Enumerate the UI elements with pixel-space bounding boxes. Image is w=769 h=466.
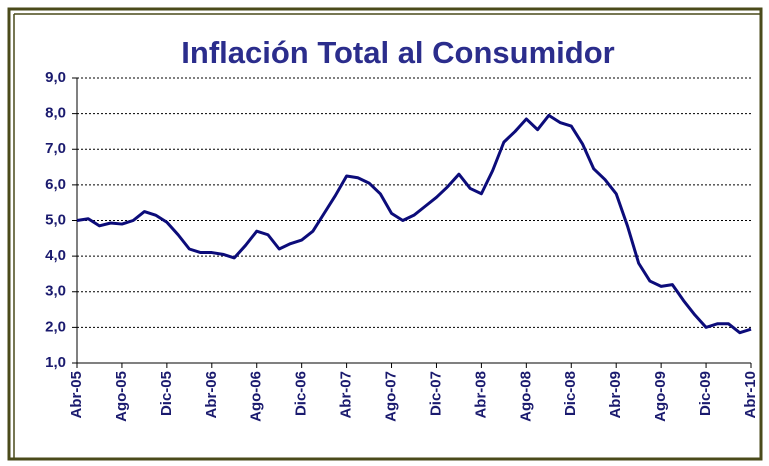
y-tick-label: 3,0 [45, 283, 66, 300]
x-tick-label: Ago-09 [652, 371, 669, 422]
x-tick-label: Abr-10 [742, 371, 759, 419]
x-tick-label: Ago-07 [383, 371, 400, 422]
y-tick-label: 8,0 [45, 105, 66, 122]
x-tick-label: Dic-09 [697, 371, 714, 416]
y-tick-label: 1,0 [45, 354, 66, 371]
frame [7, 7, 763, 461]
x-tick-label: Abr-07 [338, 371, 355, 419]
y-tick-label: 6,0 [45, 176, 66, 193]
x-tick-label: Abr-09 [607, 371, 624, 419]
x-tick-label: Abr-06 [203, 371, 220, 419]
y-tick-label: 7,0 [45, 140, 66, 157]
x-tick-label: Dic-06 [293, 371, 310, 416]
x-tick-label: Ago-08 [517, 371, 534, 422]
x-tick-label: Abr-08 [472, 371, 489, 419]
x-tick-label: Dic-07 [427, 371, 444, 416]
y-tick-label: 2,0 [45, 318, 66, 335]
x-tick-label: Ago-05 [113, 371, 130, 422]
series-line [76, 113, 752, 335]
y-tick-label: 5,0 [45, 211, 66, 228]
x-tick-label: Dic-05 [158, 371, 175, 416]
y-tick-label: 4,0 [45, 247, 66, 264]
y-tick-label: 9,0 [45, 69, 66, 86]
x-tick-label: Dic-08 [562, 371, 579, 416]
x-tick-label: Abr-05 [68, 371, 85, 419]
chart-title: Inflación Total al Consumidor [181, 35, 614, 70]
x-tick-label: Ago-06 [248, 371, 265, 422]
